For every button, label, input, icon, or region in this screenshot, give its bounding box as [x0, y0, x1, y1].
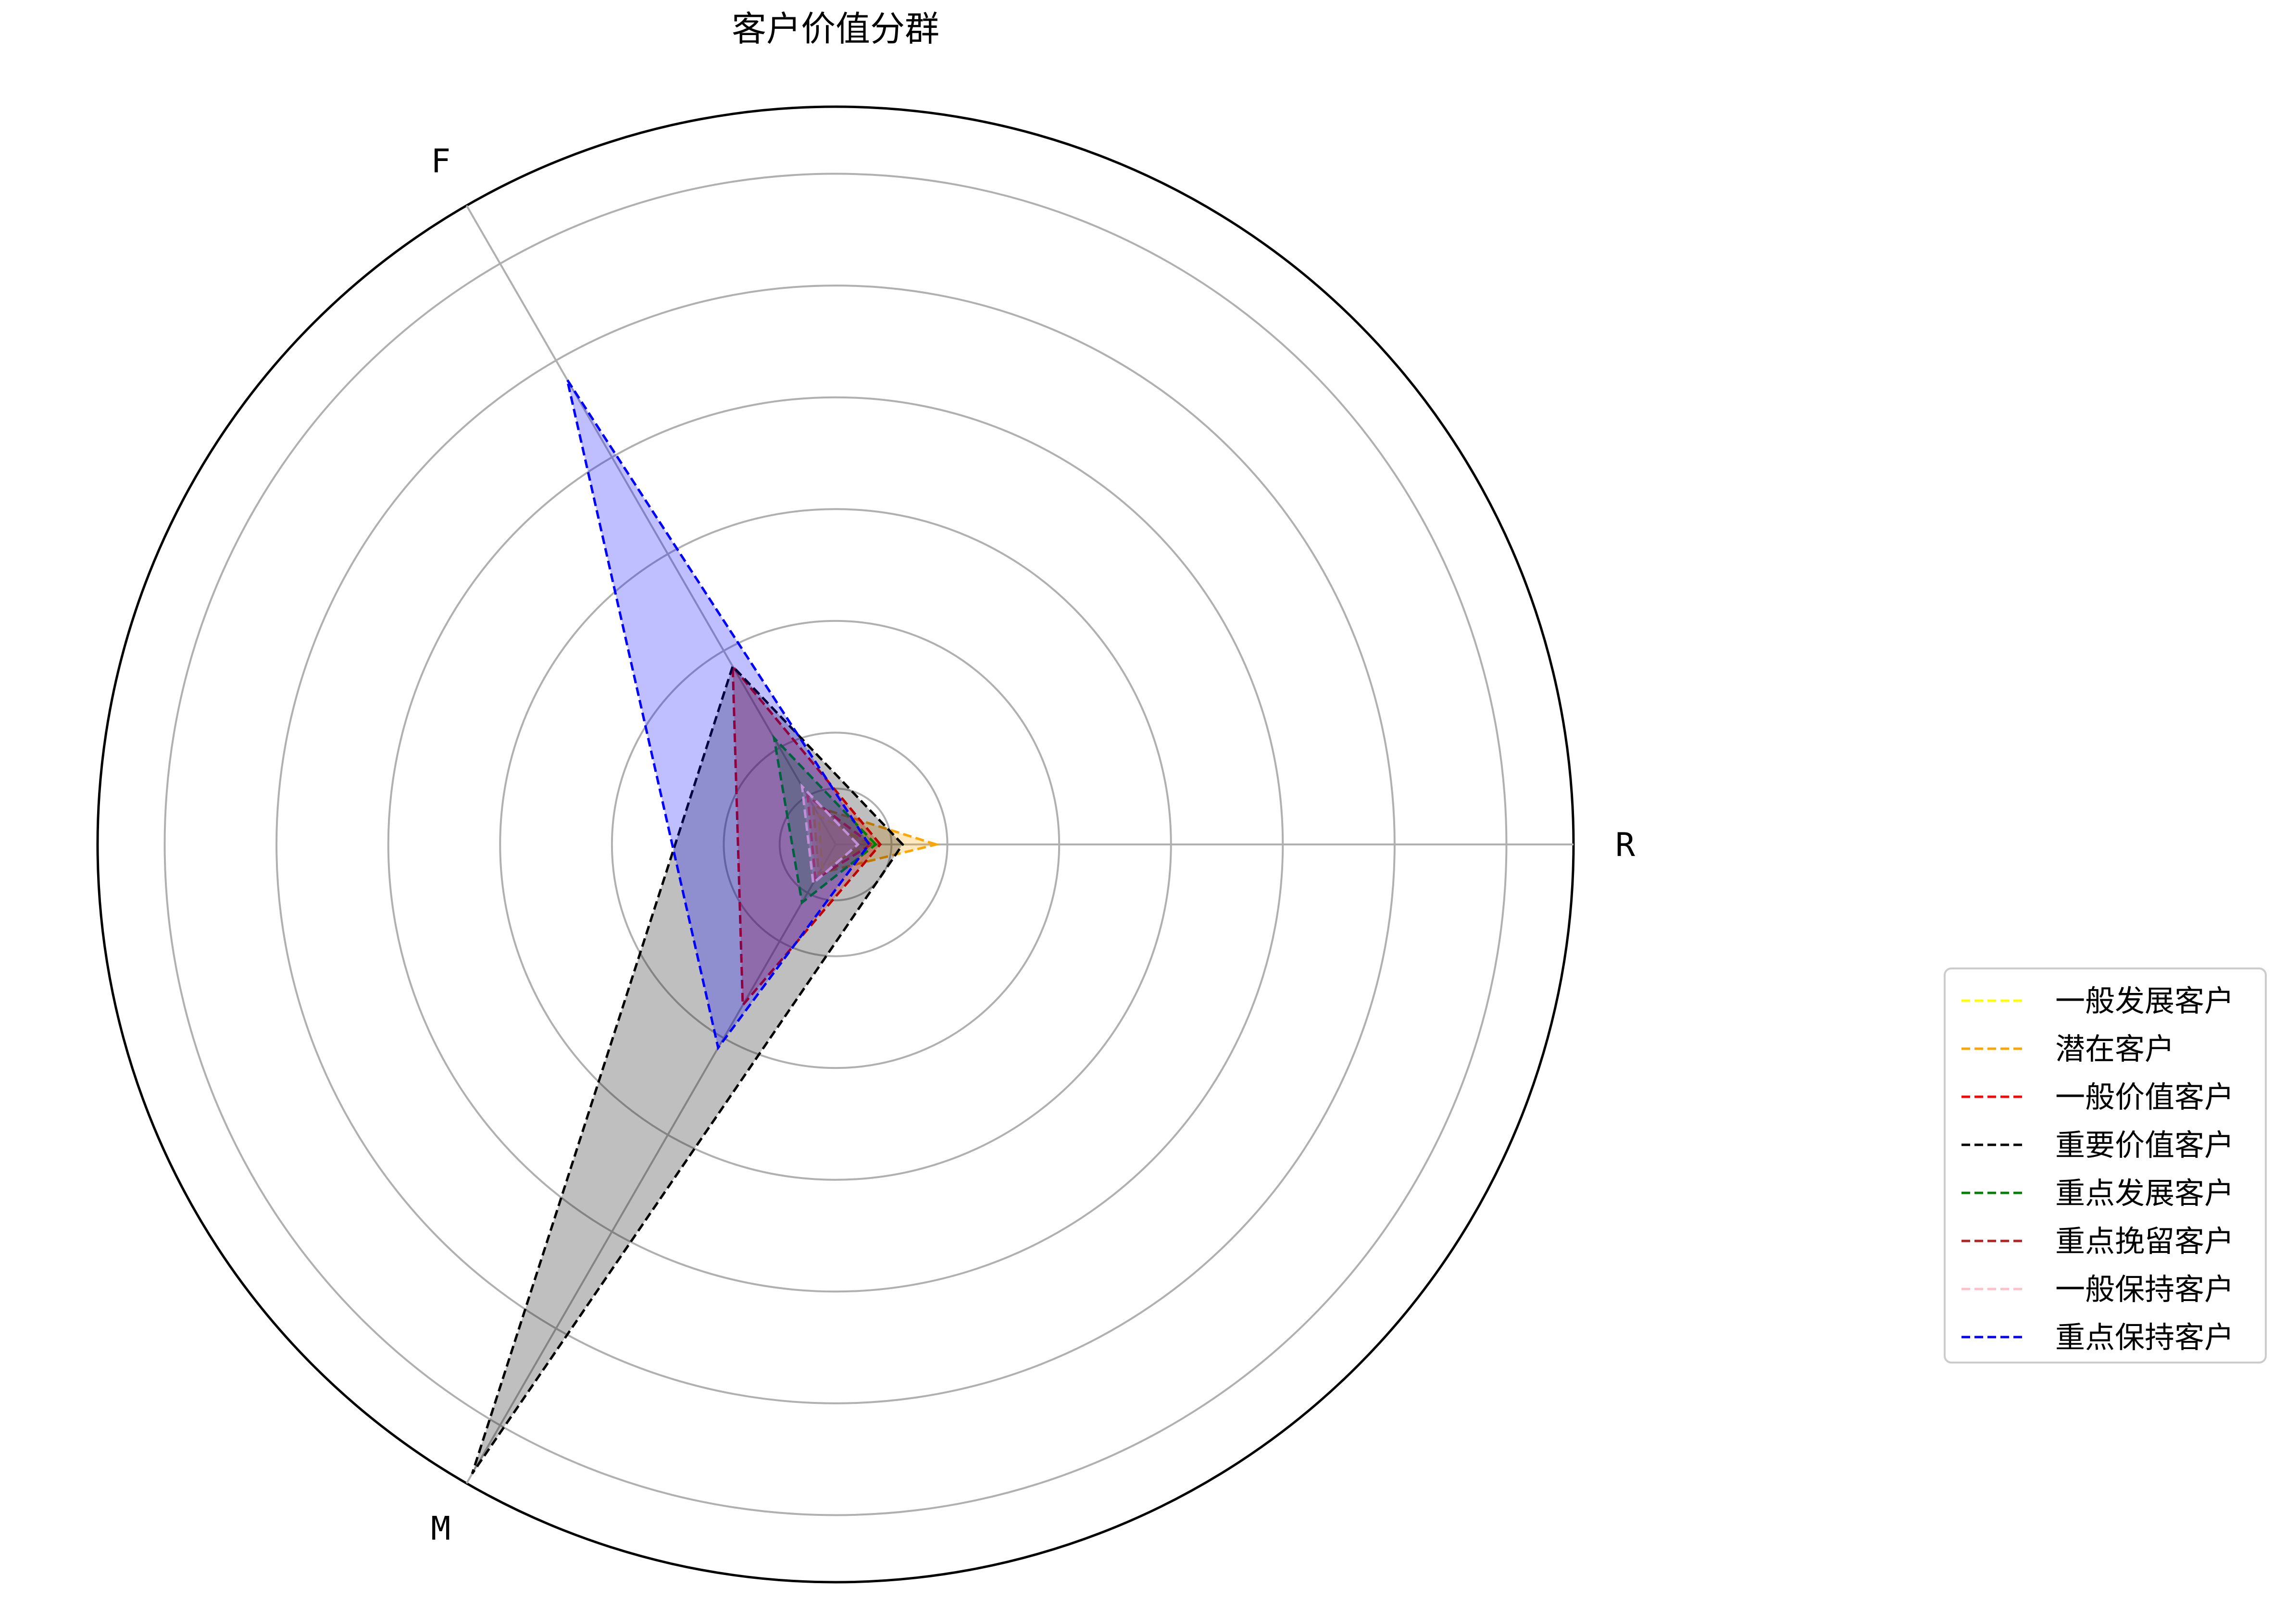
series-line-3 — [471, 664, 904, 1475]
series-fill-6 — [802, 786, 858, 883]
legend-label-7: 重点保持客户 — [2055, 1320, 2234, 1355]
series-line-6 — [800, 783, 860, 886]
grid-spoke-M — [465, 843, 837, 1484]
legend-label-5: 重点挽留客户 — [2055, 1224, 2234, 1259]
legend-label-0: 一般发展客户 — [2055, 983, 2234, 1018]
legend-label-1: 潜在客户 — [2055, 1031, 2174, 1066]
axis-label-F: F — [431, 143, 450, 181]
series-fill-2 — [733, 666, 881, 1005]
legend-label-6: 一般保持客户 — [2055, 1272, 2234, 1307]
series-line-1 — [812, 804, 941, 875]
chart-title: 客户价值分群 — [732, 9, 939, 49]
legend-box — [1944, 967, 2267, 1364]
legend-label-3: 重要价值客户 — [2055, 1128, 2234, 1163]
polar-grid — [96, 105, 1575, 1584]
series-fill-4 — [774, 738, 876, 903]
series-fill-0 — [819, 815, 869, 868]
series-fill-7 — [567, 380, 869, 1048]
legend-label-4: 重点发展客户 — [2055, 1176, 2234, 1211]
axis-labels: R F M — [431, 143, 1635, 1548]
axis-label-R: R — [1615, 826, 1635, 864]
legend-label-2: 一般价值客户 — [2055, 1079, 2234, 1115]
series-fill-1 — [813, 806, 937, 874]
series-line-2 — [731, 663, 882, 1008]
series-fill-5 — [807, 796, 872, 880]
axis-label-M: M — [431, 1510, 450, 1548]
legend: 一般发展客户潜在客户一般价值客户重要价值客户重点发展客户重点挽留客户一般保持客户… — [1944, 967, 2267, 1364]
series-layer — [471, 379, 941, 1475]
series-line-5 — [806, 793, 874, 881]
series-line-7 — [566, 379, 871, 1051]
